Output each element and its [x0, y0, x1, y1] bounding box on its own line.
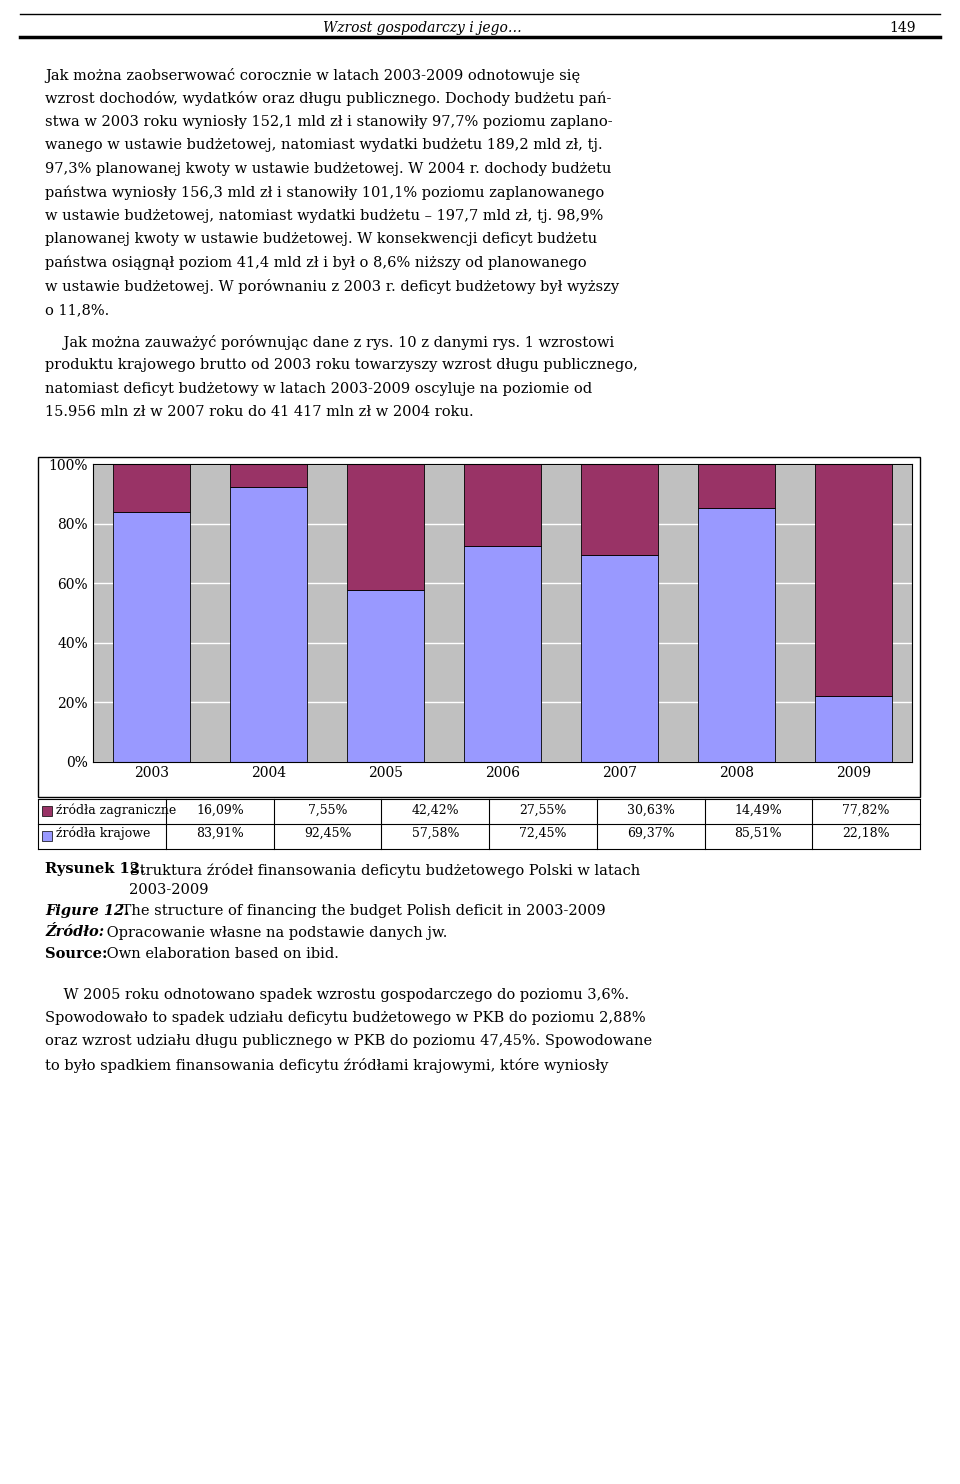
Bar: [465, 546, 540, 761]
Text: 69,37%: 69,37%: [627, 827, 675, 840]
Text: 149: 149: [889, 21, 916, 36]
Text: natomiast deficyt budżetowy w latach 2003-2009 oscyluje na poziomie od: natomiast deficyt budżetowy w latach 200…: [45, 381, 592, 396]
Text: 77,82%: 77,82%: [842, 803, 890, 816]
Bar: [699, 464, 775, 508]
Bar: [465, 464, 540, 546]
Text: 30,63%: 30,63%: [627, 803, 675, 816]
Bar: [42, 806, 52, 816]
Bar: [815, 464, 892, 696]
Text: państwa osiągnął poziom 41,4 mld zł i był o 8,6% niższy od planowanego: państwa osiągnął poziom 41,4 mld zł i by…: [45, 257, 587, 270]
Text: wzrost dochodów, wydatków oraz długu publicznego. Dochody budżetu pań-: wzrost dochodów, wydatków oraz długu pub…: [45, 92, 612, 107]
Text: o 11,8%.: o 11,8%.: [45, 303, 109, 318]
Text: planowanej kwoty w ustawie budżetowej. W konsekwencji deficyt budżetu: planowanej kwoty w ustawie budżetowej. W…: [45, 233, 597, 246]
Text: 85,51%: 85,51%: [734, 827, 782, 840]
Text: w ustawie budżetowej, natomiast wydatki budżetu – 197,7 mld zł, tj. 98,9%: w ustawie budżetowej, natomiast wydatki …: [45, 209, 603, 223]
Text: Struktura źródeł finansowania deficytu budżetowego Polski w latach: Struktura źródeł finansowania deficytu b…: [125, 862, 640, 877]
Bar: [230, 487, 306, 761]
Text: 14,49%: 14,49%: [734, 803, 782, 816]
Text: produktu krajowego brutto od 2003 roku towarzyszy wzrost długu publicznego,: produktu krajowego brutto od 2003 roku t…: [45, 358, 637, 372]
Text: źródła krajowe: źródła krajowe: [56, 827, 151, 840]
Text: Jak można zaobserwować corocznie w latach 2003-2009 odnotowuje się: Jak można zaobserwować corocznie w latac…: [45, 68, 580, 83]
Text: W 2005 roku odnotowano spadek wzrostu gospodarczego do poziomu 3,6%.: W 2005 roku odnotowano spadek wzrostu go…: [45, 987, 629, 1002]
Bar: [230, 464, 306, 487]
Text: Figure 12.: Figure 12.: [45, 905, 130, 919]
Text: Opracowanie własne na podstawie danych jw.: Opracowanie własne na podstawie danych j…: [102, 926, 447, 939]
Text: państwa wyniosły 156,3 mld zł i stanowiły 101,1% poziomu zaplanowanego: państwa wyniosły 156,3 mld zł i stanowił…: [45, 186, 604, 200]
Text: stwa w 2003 roku wyniosły 152,1 mld zł i stanowiły 97,7% poziomu zaplano-: stwa w 2003 roku wyniosły 152,1 mld zł i…: [45, 114, 612, 129]
Text: Rysunek 12.: Rysunek 12.: [45, 862, 145, 877]
Text: 83,91%: 83,91%: [196, 827, 244, 840]
Bar: [815, 696, 892, 761]
Text: 72,45%: 72,45%: [519, 827, 566, 840]
Text: Own elaboration based on ibid.: Own elaboration based on ibid.: [102, 947, 339, 960]
Text: 22,18%: 22,18%: [842, 827, 890, 840]
Bar: [113, 512, 189, 761]
Text: Jak można zauważyć porównując dane z rys. 10 z danymi rys. 1 wzrostowi: Jak można zauważyć porównując dane z rys…: [45, 334, 614, 350]
Text: 2003-2009: 2003-2009: [129, 883, 208, 898]
Text: Spowodowało to spadek udziału deficytu budżetowego w PKB do poziomu 2,88%: Spowodowało to spadek udziału deficytu b…: [45, 1011, 646, 1025]
Bar: [582, 555, 658, 761]
Bar: [699, 508, 775, 761]
Bar: [38, 457, 920, 797]
Text: 92,45%: 92,45%: [303, 827, 351, 840]
Text: oraz wzrost udziału długu publicznego w PKB do poziomu 47,45%. Spowodowane: oraz wzrost udziału długu publicznego w …: [45, 1034, 652, 1049]
Text: 27,55%: 27,55%: [519, 803, 566, 816]
Bar: [348, 464, 423, 591]
Text: Wzrost gospodarczy i jego…: Wzrost gospodarczy i jego…: [323, 21, 522, 36]
Text: w ustawie budżetowej. W porównaniu z 2003 r. deficyt budżetowy był wyższy: w ustawie budżetowej. W porównaniu z 200…: [45, 279, 619, 294]
Text: źródła zagraniczne: źródła zagraniczne: [56, 803, 177, 818]
Bar: [582, 464, 658, 555]
Text: 16,09%: 16,09%: [196, 803, 244, 816]
Text: 15.956 mln zł w 2007 roku do 41 417 mln zł w 2004 roku.: 15.956 mln zł w 2007 roku do 41 417 mln …: [45, 405, 473, 418]
Text: Source:: Source:: [45, 947, 108, 960]
Text: to było spadkiem finansowania deficytu źródłami krajowymi, które wyniosły: to było spadkiem finansowania deficytu ź…: [45, 1058, 609, 1073]
Text: 42,42%: 42,42%: [412, 803, 459, 816]
Text: 97,3% planowanej kwoty w ustawie budżetowej. W 2004 r. dochody budżetu: 97,3% planowanej kwoty w ustawie budżeto…: [45, 162, 612, 177]
Text: 7,55%: 7,55%: [308, 803, 348, 816]
Text: Źródło:: Źródło:: [45, 926, 104, 939]
Text: 57,58%: 57,58%: [412, 827, 459, 840]
Bar: [348, 591, 423, 761]
Text: The structure of financing the budget Polish deficit in 2003-2009: The structure of financing the budget Po…: [117, 905, 606, 919]
Text: wanego w ustawie budżetowej, natomiast wydatki budżetu 189,2 mld zł, tj.: wanego w ustawie budżetowej, natomiast w…: [45, 138, 603, 153]
Bar: [113, 464, 189, 512]
Bar: [42, 831, 52, 840]
